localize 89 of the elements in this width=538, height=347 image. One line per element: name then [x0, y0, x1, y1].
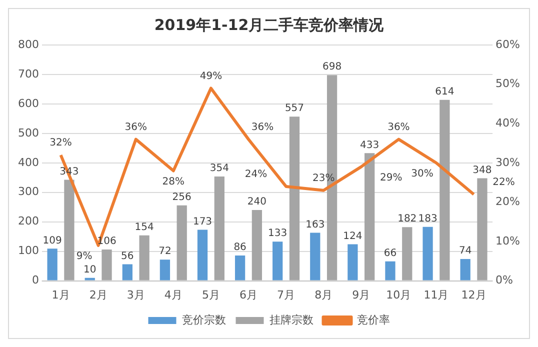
x-tick-label: 10月: [386, 288, 412, 302]
data-label: 124: [343, 230, 362, 242]
data-label: 163: [306, 219, 325, 230]
data-label: 22%: [492, 176, 515, 188]
bar: [139, 235, 150, 280]
bar: [102, 250, 112, 280]
x-tick-label: 6月: [240, 288, 258, 302]
bar: [47, 248, 58, 280]
y2-tick-label: 40%: [496, 116, 520, 130]
x-tick-label: 7月: [277, 288, 296, 302]
x-tick-label: 1月: [52, 288, 70, 302]
data-label: 183: [418, 213, 438, 224]
data-label: 32%: [50, 138, 72, 149]
y-tick-label: 500: [18, 126, 39, 140]
data-label: 698: [322, 62, 342, 73]
data-label: 72: [158, 246, 172, 258]
x-tick-label: 5月: [202, 288, 220, 302]
bar: [402, 227, 412, 280]
y-tick-label: 300: [18, 185, 39, 198]
data-label: 66: [384, 248, 397, 259]
bar: [422, 226, 433, 280]
y-tick-label: 0: [32, 274, 39, 287]
data-label: 557: [284, 103, 304, 114]
bar: [252, 210, 262, 280]
x-tick-label: 11月: [424, 288, 449, 302]
y-tick-label: 100: [18, 244, 39, 258]
data-label: 614: [435, 86, 454, 98]
y-tick-label: 700: [18, 67, 39, 80]
data-label: 433: [360, 140, 380, 151]
chart-title: 2019年1-12月二手车竞价率情况: [154, 16, 385, 34]
legend-label: 竞价宗数: [182, 313, 226, 326]
data-label: 28%: [162, 176, 185, 188]
y2-tick-label: 20%: [496, 195, 520, 208]
y-tick-label: 600: [18, 96, 39, 110]
bar: [176, 205, 187, 280]
data-label: 10: [84, 264, 96, 276]
data-label: 354: [210, 163, 229, 174]
y-tick-label: 800: [18, 38, 39, 51]
data-label: 86: [234, 242, 246, 254]
bar: [310, 232, 320, 280]
bar: [214, 176, 224, 280]
bar: [64, 180, 74, 280]
data-label: 240: [247, 196, 266, 208]
x-tick-label: 9月: [352, 288, 370, 302]
data-label: 29%: [380, 172, 402, 184]
bar: [385, 261, 396, 280]
bar: [234, 255, 246, 280]
x-tick-label: 12月: [461, 288, 486, 302]
bar: [364, 153, 375, 280]
data-label: 56: [121, 250, 134, 262]
y2-tick-label: 60%: [496, 38, 520, 51]
bar: [160, 260, 170, 280]
y2-tick-label: 30%: [496, 156, 520, 169]
data-label: 154: [134, 222, 154, 233]
data-label: 348: [472, 164, 492, 176]
y-tick-label: 200: [18, 214, 39, 228]
bar: [348, 244, 358, 280]
legend-label: 竞价率: [356, 313, 390, 326]
bar: [477, 178, 488, 280]
bar: [122, 264, 132, 280]
x-tick-label: 8月: [314, 288, 333, 302]
x-tick-label: 2月: [89, 288, 108, 302]
y2-tick-label: 0%: [496, 274, 514, 287]
data-label: 9%: [76, 251, 92, 262]
data-label: 36%: [388, 122, 410, 133]
data-label: 256: [172, 192, 192, 203]
data-label: 23%: [312, 173, 335, 184]
bar: [460, 258, 470, 280]
bar: [197, 230, 208, 280]
bar: [440, 100, 450, 280]
data-label: 24%: [244, 169, 268, 180]
legend-label: 挂牌宗数: [269, 313, 314, 326]
x-tick-label: 3月: [126, 288, 145, 302]
data-label: 109: [42, 235, 62, 246]
data-label: 36%: [251, 122, 274, 133]
data-label: 49%: [200, 70, 222, 82]
data-label: 182: [398, 214, 417, 225]
data-label: 36%: [124, 122, 147, 133]
y2-tick-label: 10%: [496, 234, 520, 248]
data-label: 74: [458, 246, 472, 257]
y2-tick-label: 50%: [496, 77, 520, 90]
data-label: 133: [268, 228, 288, 240]
bar: [84, 278, 95, 280]
y-tick-label: 400: [18, 156, 39, 169]
bar: [289, 116, 300, 280]
bar: [272, 242, 283, 280]
data-label: 173: [192, 216, 212, 228]
x-tick-label: 4月: [164, 288, 182, 302]
data-label: 30%: [411, 168, 434, 180]
